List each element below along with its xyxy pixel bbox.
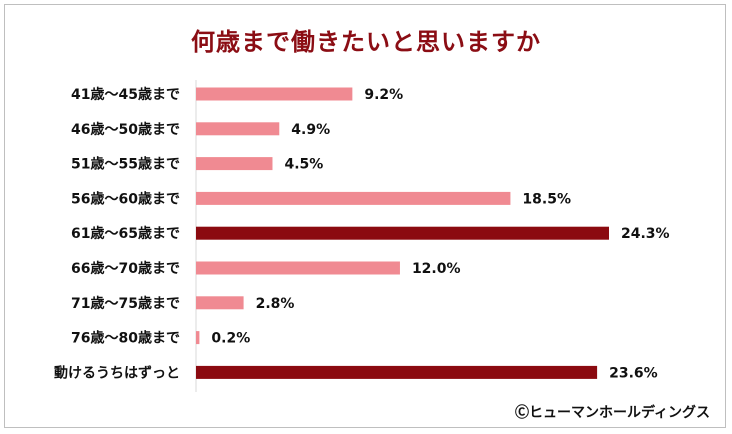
value-label: 18.5% [522, 191, 571, 207]
category-label: 76歳～80歳まで [71, 330, 180, 347]
value-label: 4.9% [291, 122, 330, 138]
bar [196, 157, 273, 171]
bar [196, 296, 244, 310]
category-label: 41歳～45歳まで [71, 86, 180, 103]
value-label: 9.2% [364, 87, 403, 103]
bar [196, 122, 280, 136]
value-label: 12.0% [412, 261, 461, 277]
bar [196, 261, 400, 275]
category-label: 66歳～70歳まで [71, 260, 180, 277]
bar [196, 331, 200, 345]
chart-frame [4, 4, 726, 428]
bars-group: 41歳～45歳まで 9.2% 46歳～50歳まで 4.9% 51歳～55歳まで 4.5% 5… [54, 86, 670, 381]
category-label: 51歳～55歳まで [71, 156, 180, 173]
category-label: 46歳～50歳まで [71, 121, 180, 138]
bar [196, 87, 353, 101]
category-label: 71歳～75歳まで [71, 295, 180, 312]
value-label: 24.3% [621, 226, 670, 242]
chart-title: 何歳まで働きたいと思いますか [191, 28, 541, 56]
bar [196, 226, 609, 240]
bar [196, 191, 511, 205]
bar [196, 365, 598, 379]
value-label: 4.5% [284, 157, 323, 173]
category-label: 61歳～65歳まで [71, 225, 180, 242]
copyright-credit: Ⓒヒューマンホールディングス [514, 405, 710, 421]
value-label: 0.2% [211, 331, 250, 347]
value-label: 23.6% [609, 365, 658, 381]
category-label: 56歳～60歳まで [71, 190, 180, 207]
category-label: 動けるうちはずっと [54, 364, 180, 381]
value-label: 2.8% [256, 296, 295, 312]
